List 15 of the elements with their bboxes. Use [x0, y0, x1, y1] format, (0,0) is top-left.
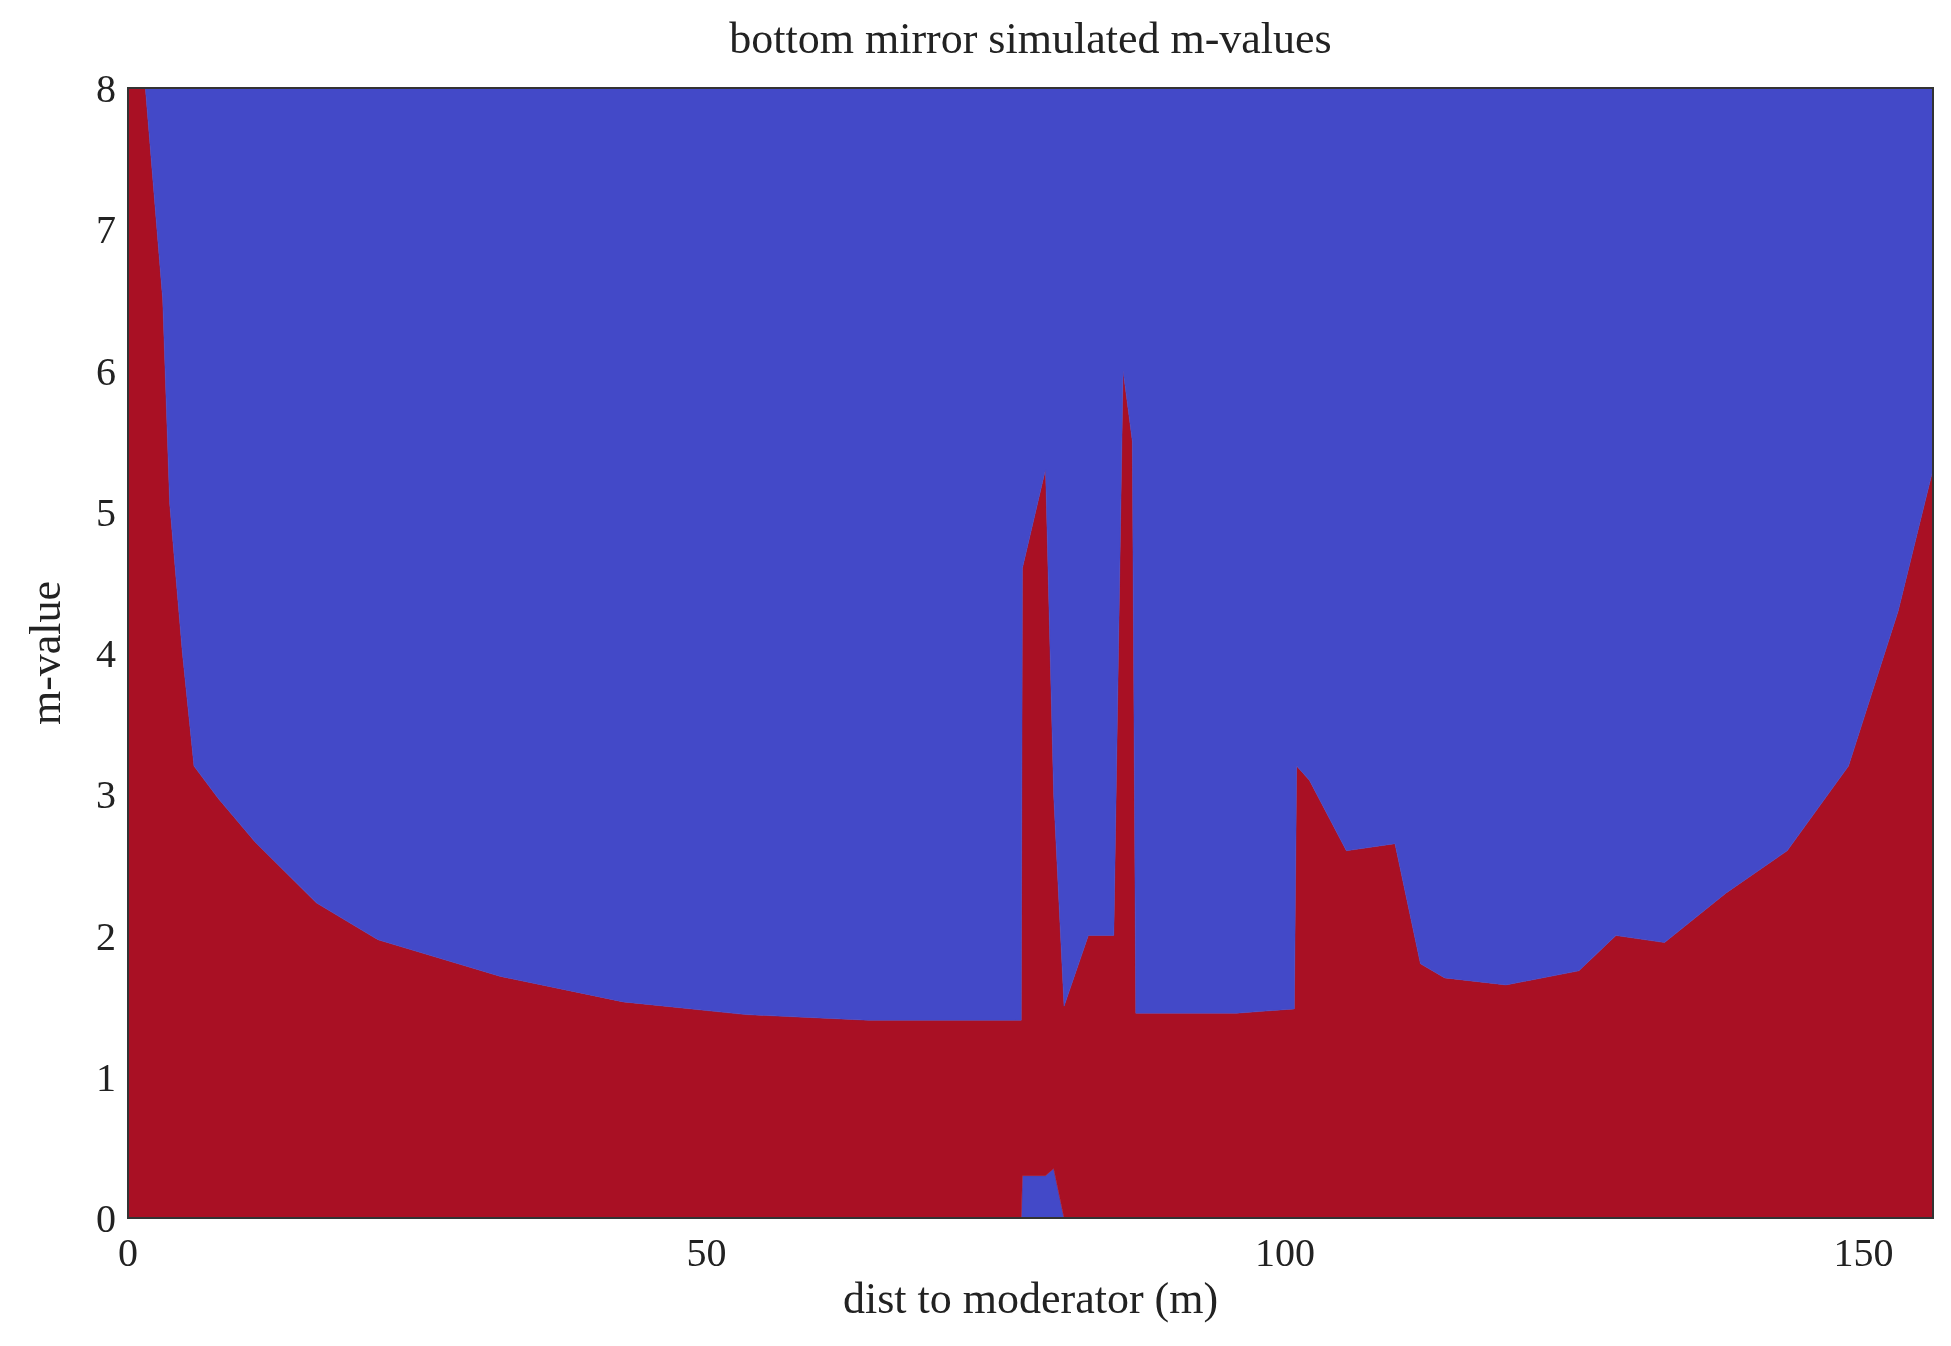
chart-title: bottom mirror simulated m-values	[729, 14, 1332, 63]
y-tick-label: 7	[96, 207, 116, 253]
y-tick-label: 1	[96, 1054, 116, 1100]
y-tick-label: 5	[96, 489, 116, 535]
x-tick-label: 50	[686, 1230, 727, 1275]
y-tick-label: 3	[96, 772, 116, 818]
y-axis-title: m-value	[21, 580, 70, 726]
y-tick-label: 8	[96, 66, 116, 111]
x-axis-title: dist to moderator (m)	[842, 1274, 1219, 1323]
y-tick-label: 2	[96, 913, 116, 959]
y-tick-label: 4	[96, 631, 116, 676]
x-tick-label: 100	[1255, 1230, 1316, 1275]
y-tick-label: 6	[96, 348, 116, 394]
x-tick-label: 150	[1833, 1230, 1894, 1275]
y-tick-label: 0	[96, 1196, 116, 1241]
